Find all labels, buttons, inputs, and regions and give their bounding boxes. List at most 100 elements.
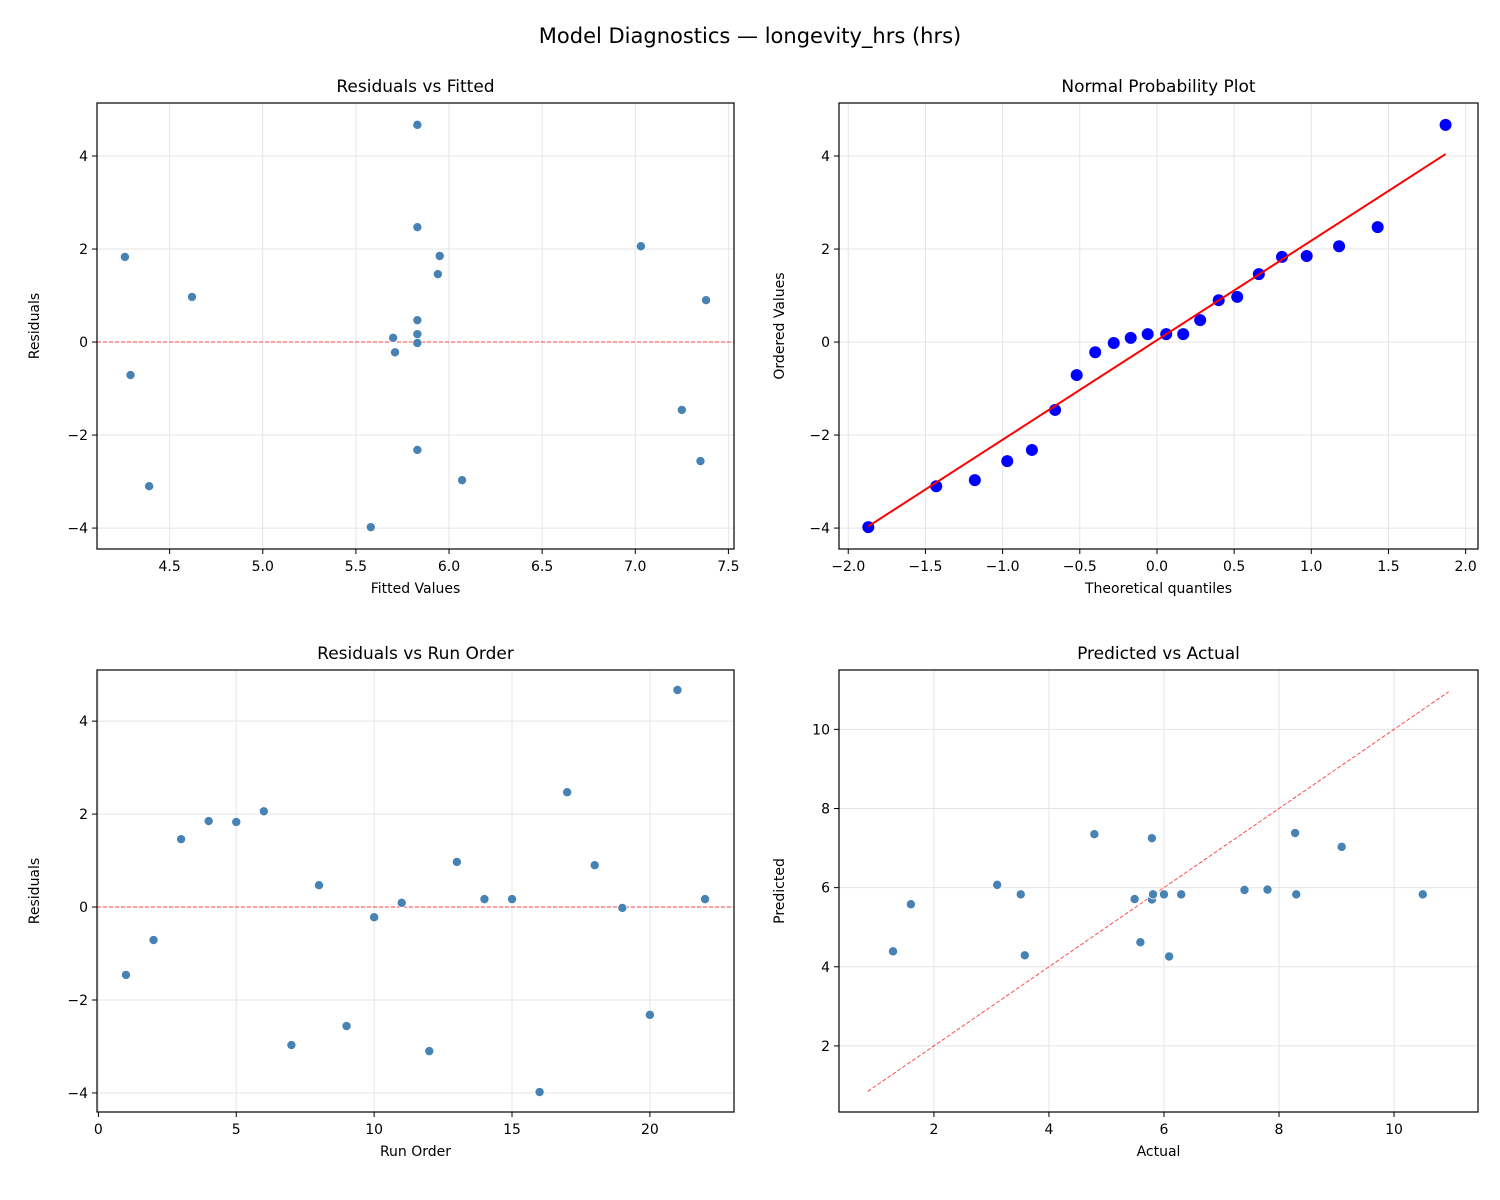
data-point	[451, 856, 462, 867]
x-tick-label: 7.0	[624, 559, 646, 575]
data-point	[286, 1040, 297, 1051]
x-tick-label: 4.5	[159, 559, 181, 575]
data-point	[479, 894, 490, 905]
data-point	[1025, 443, 1038, 456]
subplot-resid_fitted: 4.5 5.0 5.5 6.0 6.5 7.0 7.5 −4 −2 0 2 4 Residuals vs…	[27, 77, 740, 597]
x-tick-label: −1.0	[986, 559, 1020, 575]
x-axis-label: Actual	[1137, 1144, 1181, 1160]
x-tick-label: 8	[1275, 1122, 1284, 1138]
x-tick-label: 5.0	[252, 559, 274, 575]
data-point	[369, 912, 380, 923]
x-tick-label: 0	[94, 1122, 103, 1138]
data-point	[888, 946, 899, 957]
data-point	[1089, 829, 1100, 840]
data-point	[412, 315, 423, 326]
data-point	[644, 1009, 655, 1020]
data-point	[148, 935, 159, 946]
y-tick-label: 2	[79, 242, 88, 258]
data-point	[700, 894, 711, 905]
y-tick-label: 2	[821, 1039, 830, 1055]
data-point	[313, 880, 324, 891]
figure-title: Model Diagnostics — longevity_hrs (hrs)	[539, 24, 961, 49]
subplot-normal_prob: −2.0 −1.5 −1.0 −0.5 0.0 0.5 1.0 1.5 2.0 −4 −2 0 2 4 No…	[772, 77, 1479, 597]
y-axis-label: Residuals	[27, 858, 43, 924]
data-point	[1371, 221, 1384, 234]
data-point	[412, 329, 423, 340]
x-tick-label: −1.5	[908, 559, 942, 575]
axes-frame	[838, 102, 1479, 550]
x-axis-label: Theoretical quantiles	[1084, 581, 1232, 597]
y-axis-label: Residuals	[27, 293, 43, 359]
data-point	[412, 222, 423, 233]
data-point	[1177, 328, 1190, 341]
data-point	[396, 897, 407, 908]
y-tick-label: 6	[821, 881, 830, 897]
y-tick-label: 0	[79, 900, 88, 916]
data-point	[1262, 884, 1273, 895]
data-point	[695, 456, 706, 467]
y-tick-label: 2	[821, 242, 830, 258]
y-tick-label: 8	[821, 801, 830, 817]
data-point	[562, 787, 573, 798]
axes-frame	[838, 669, 1479, 1113]
data-point	[120, 969, 131, 980]
data-point	[457, 475, 468, 486]
data-point	[1164, 951, 1175, 962]
data-point	[1336, 841, 1347, 852]
x-tick-label: 4	[1044, 1122, 1053, 1138]
x-tick-label: 10	[1385, 1122, 1403, 1138]
x-tick-label: 2.0	[1455, 559, 1477, 575]
y-axis-label: Ordered Values	[772, 272, 788, 379]
data-point	[1135, 937, 1146, 948]
data-point	[1015, 889, 1026, 900]
y-tick-label: −4	[809, 521, 830, 537]
x-tick-label: 6.5	[531, 559, 553, 575]
data-point	[412, 337, 423, 348]
y-tick-label: −2	[67, 428, 88, 444]
data-point	[258, 806, 269, 817]
y-tick-label: −2	[809, 428, 830, 444]
axes-frame	[96, 102, 735, 550]
data-point	[1158, 889, 1169, 900]
data-point	[365, 522, 376, 533]
data-point	[672, 684, 683, 695]
x-tick-label: −2.0	[831, 559, 865, 575]
data-point	[1107, 336, 1120, 349]
data-point	[412, 119, 423, 130]
y-tick-label: 4	[79, 149, 88, 165]
data-point	[905, 899, 916, 910]
axes-frame	[96, 669, 735, 1113]
data-point	[434, 251, 445, 262]
data-point	[992, 879, 1003, 890]
y-tick-label: 4	[79, 714, 88, 730]
x-tick-label: −0.5	[1063, 559, 1097, 575]
data-point	[1019, 950, 1030, 961]
data-point	[125, 370, 136, 381]
x-tick-label: 2	[929, 1122, 938, 1138]
data-point	[1439, 118, 1452, 131]
fit-line	[867, 153, 1447, 528]
y-tick-label: 4	[821, 960, 830, 976]
data-point	[1194, 314, 1207, 327]
x-tick-label: 7.5	[717, 559, 739, 575]
y-tick-label: 2	[79, 807, 88, 823]
data-point	[388, 332, 399, 343]
x-tick-label: 10	[365, 1122, 383, 1138]
data-point	[1070, 369, 1083, 382]
data-point	[1148, 889, 1159, 900]
x-tick-label: 5	[232, 1122, 241, 1138]
data-point	[412, 444, 423, 455]
data-point	[1333, 240, 1346, 253]
data-point	[589, 860, 600, 871]
data-point	[534, 1087, 545, 1098]
data-point	[930, 480, 943, 493]
data-point	[1300, 250, 1313, 263]
data-point	[341, 1021, 352, 1032]
data-point	[432, 269, 443, 280]
subplot-title: Normal Probability Plot	[1061, 77, 1256, 97]
y-tick-label: 4	[821, 149, 830, 165]
y-tick-label: −4	[67, 1086, 88, 1102]
data-point	[1176, 889, 1187, 900]
data-point	[390, 347, 401, 358]
